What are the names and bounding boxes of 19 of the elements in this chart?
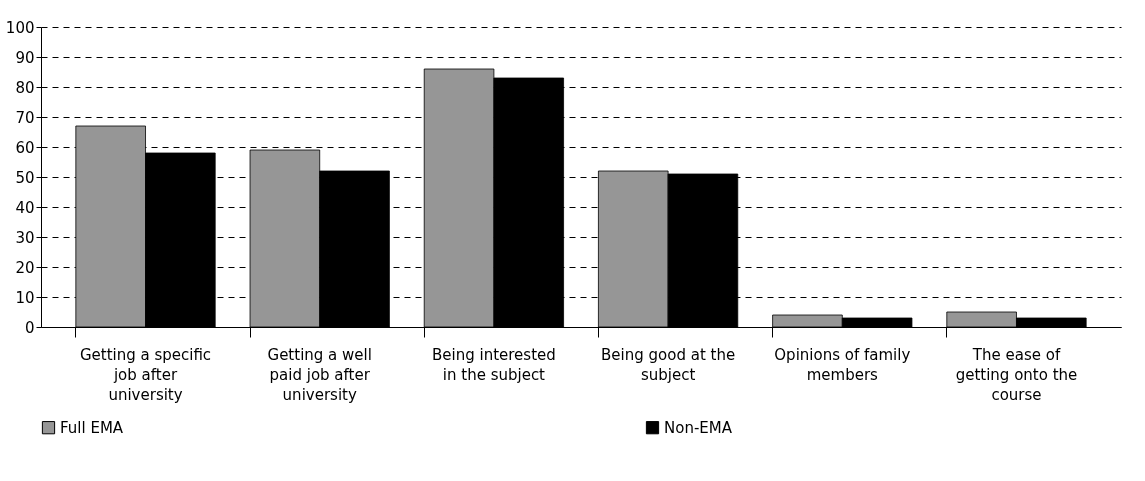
x-tick-label: Getting a specific job after university xyxy=(79,345,212,404)
y-tick-label: 60 xyxy=(15,138,35,157)
x-tick-label: Being interested in the subject xyxy=(432,345,556,384)
x-tick-label: Opinions of family members xyxy=(774,345,911,384)
y-tick-label: 50 xyxy=(15,168,35,187)
y-tick-label: 90 xyxy=(15,48,35,67)
y-tick-label: 20 xyxy=(15,258,35,277)
y-tick-label: 10 xyxy=(15,288,35,307)
x-tick-label: The ease of getting onto the course xyxy=(955,345,1078,404)
legend-label: Full EMA xyxy=(60,418,124,437)
x-tick-label: Being good at the subject xyxy=(601,345,736,384)
y-tick-label: 80 xyxy=(15,78,35,97)
y-tick-label: 30 xyxy=(15,228,35,247)
y-tick-label: 0 xyxy=(24,318,35,337)
legend-label: Non-EMA xyxy=(664,418,733,437)
y-tick-label: 70 xyxy=(15,108,35,127)
y-tick-label: 100 xyxy=(5,18,35,37)
y-tick-label: 40 xyxy=(15,198,35,217)
x-tick-label: Getting a well paid job after university xyxy=(267,345,372,404)
